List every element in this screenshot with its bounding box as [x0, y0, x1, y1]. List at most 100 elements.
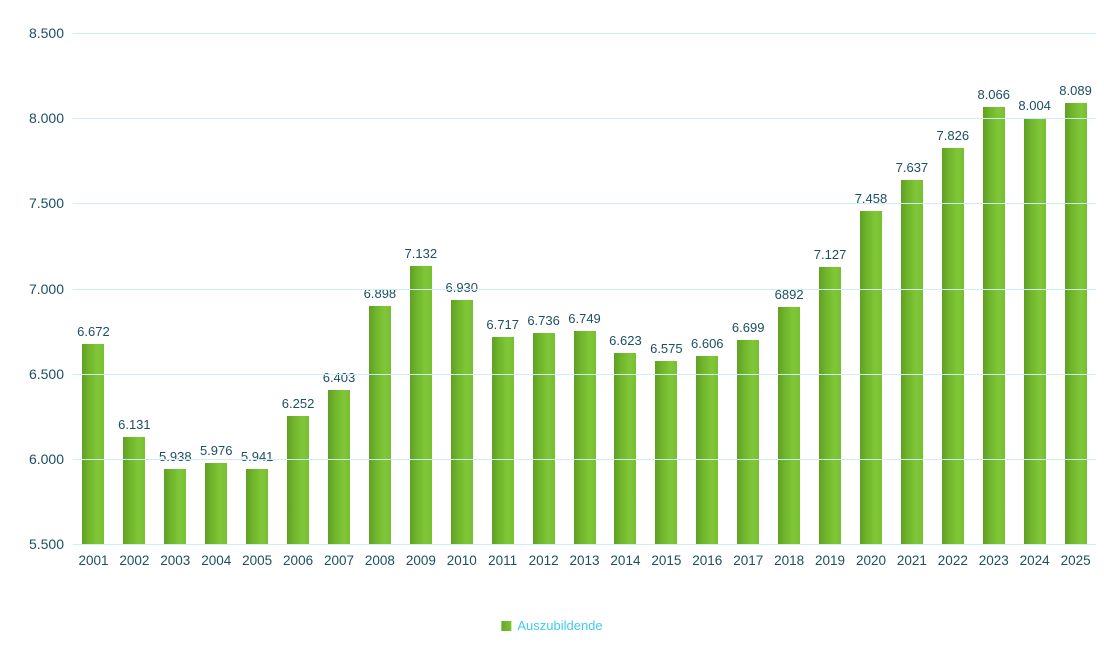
value-label: 6892 [774, 286, 804, 302]
x-axis-label: 2022 [937, 553, 968, 568]
gridline [73, 203, 1096, 205]
bar-slot: 7.127 [810, 33, 851, 544]
x-axis-label: 2004 [201, 553, 232, 568]
value-label: 6.736 [527, 313, 560, 329]
bar-slot: 6.131 [114, 33, 155, 544]
value-label: 5.941 [240, 448, 274, 464]
value-label: 6.131 [118, 416, 151, 432]
bar-slot: 7.458 [851, 33, 892, 544]
bar [532, 333, 555, 544]
bar-slot: 8.089 [1055, 33, 1096, 544]
x-axis-label: 2017 [733, 553, 764, 568]
x-axis-label: 2005 [242, 553, 273, 568]
value-label: 6.930 [445, 280, 479, 296]
bar [287, 415, 310, 544]
legend-swatch-icon [501, 620, 512, 631]
bar-slot: 5.941 [237, 33, 278, 544]
bar-slot: 5.976 [196, 33, 237, 544]
bar [696, 355, 719, 544]
x-axis-label: 2001 [78, 553, 109, 568]
bar [1023, 117, 1046, 544]
bar [737, 339, 760, 544]
bar-slot: 6.672 [73, 33, 114, 544]
value-label: 6.672 [77, 324, 110, 340]
x-axis-label: 2011 [488, 553, 518, 568]
bar [900, 180, 923, 544]
y-axis-label: 8.000 [28, 110, 64, 127]
value-label: 8.089 [1059, 83, 1092, 99]
bar [573, 331, 596, 544]
gridline [73, 373, 1096, 375]
value-label: 6.623 [609, 332, 642, 348]
bar [819, 266, 842, 544]
x-axis-label: 2003 [160, 553, 191, 568]
value-label: 7.127 [813, 246, 847, 262]
bar [655, 360, 678, 544]
gridline [73, 118, 1096, 120]
bar-slot: 6.930 [441, 33, 482, 544]
x-axis-label: 2002 [119, 553, 150, 568]
value-label: 6.606 [691, 335, 724, 351]
bar-slot: 6.717 [482, 33, 523, 544]
value-label: 8.066 [977, 86, 1011, 102]
value-label: 7.826 [936, 127, 970, 143]
plot-area: 6.672 6.131 5.938 5.976 5.941 6.252 6.403 6.898… [73, 33, 1096, 545]
value-label: 7.132 [404, 246, 438, 262]
x-axis-label: 2007 [323, 553, 355, 568]
bar [450, 300, 473, 544]
y-axis: 8.500 8.000 7.500 7.000 6.500 6.000 5.500 [0, 25, 64, 552]
bar-slot: 6.575 [646, 33, 687, 544]
bar-slot: 7.826 [932, 33, 973, 544]
bar [123, 436, 146, 544]
bar [327, 390, 350, 544]
bar [246, 468, 269, 544]
bar-slot: 7.637 [891, 33, 932, 544]
bars: 6.672 6.131 5.938 5.976 5.941 6.252 6.403 6.898… [73, 33, 1096, 544]
x-axis-label: 2010 [446, 553, 477, 568]
x-axis-label: 2023 [978, 553, 1009, 568]
legend: Auszubildende [501, 618, 603, 633]
bar-slot: 6892 [769, 33, 810, 544]
bar [1064, 103, 1087, 544]
x-axis-label: 2018 [774, 553, 805, 568]
value-label: 6.898 [363, 285, 397, 301]
bar [164, 469, 187, 544]
x-axis-label: 2008 [364, 553, 395, 568]
value-label: 6.575 [650, 340, 683, 356]
bar-slot: 8.066 [973, 33, 1014, 544]
bar-slot: 5.938 [155, 33, 196, 544]
value-label: 8.004 [1018, 97, 1051, 113]
bar [859, 210, 882, 544]
x-axis-label: 2016 [692, 553, 723, 568]
x-axis-label: 2014 [610, 553, 641, 568]
bar [491, 336, 514, 544]
y-axis-label: 6.500 [28, 365, 64, 382]
bar-slot: 6.606 [687, 33, 728, 544]
bar [205, 462, 228, 544]
bar [982, 106, 1005, 544]
value-label: 6.699 [731, 319, 765, 335]
bar-slot: 6.252 [278, 33, 319, 544]
gridline [73, 288, 1096, 290]
bar-slot: 6.699 [728, 33, 769, 544]
value-label: 5.938 [159, 449, 192, 465]
x-axis-label: 2013 [569, 553, 600, 568]
bar [778, 306, 801, 544]
value-label: 6.403 [322, 370, 356, 386]
y-axis-label: 8.500 [28, 25, 64, 41]
bar [614, 352, 637, 544]
bar [368, 305, 391, 544]
legend-label: Auszubildende [517, 618, 603, 633]
x-axis-label: 2012 [528, 553, 559, 568]
x-axis-label: 2006 [283, 553, 314, 568]
bar-slot: 7.132 [400, 33, 441, 544]
y-axis-label: 7.500 [28, 195, 64, 212]
bar [82, 344, 105, 544]
gridline [73, 33, 1096, 34]
bar-slot: 8.004 [1014, 33, 1055, 544]
y-axis-label: 7.000 [28, 280, 64, 297]
x-axis-label: 2009 [405, 553, 436, 568]
bar-slot: 6.623 [605, 33, 646, 544]
bar-slot: 6.736 [523, 33, 564, 544]
value-label: 7.637 [895, 160, 929, 175]
